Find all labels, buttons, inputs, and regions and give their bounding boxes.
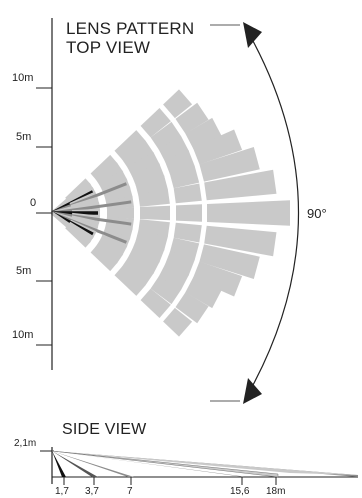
side-distance-3-7: 3,7	[85, 486, 99, 497]
detection-zone-segment	[158, 263, 190, 290]
top-view-rays	[51, 89, 290, 337]
side-distance-15-6: 15,6	[230, 486, 250, 497]
detection-zone-segment	[104, 186, 133, 204]
detection-zone-segment	[204, 225, 277, 257]
angle-arrowhead-bottom	[243, 378, 262, 404]
detection-zone-segment	[150, 121, 182, 150]
detection-zone-segment	[169, 165, 200, 189]
side-distance-7: 7	[127, 486, 133, 497]
detection-zone-segment	[140, 288, 171, 318]
detection-zone-segment	[131, 163, 165, 187]
detection-zone-segment	[121, 257, 154, 285]
side-view-height-label: 2,1m	[14, 438, 37, 449]
detection-zone-segment	[127, 248, 160, 274]
detection-zone-segment	[121, 141, 154, 169]
detection-zone-segment	[98, 170, 128, 192]
detection-zone-segment	[199, 147, 260, 182]
side-view-diagram	[40, 447, 358, 485]
detection-zone-segment	[90, 245, 118, 272]
top-view-title-line1: LENS PATTERN	[66, 19, 195, 38]
detection-zone-segment	[95, 162, 124, 186]
detection-ray-root	[51, 211, 84, 241]
detection-zone-segment	[163, 89, 193, 119]
detection-zone-segment	[175, 102, 209, 134]
side-beam-upper	[52, 451, 358, 475]
detection-zone-segment	[192, 129, 243, 165]
detection-zone-segment	[127, 152, 160, 178]
detection-zone-segment	[140, 108, 171, 138]
detection-zone-segment	[90, 154, 118, 181]
detection-zone-segment	[95, 240, 124, 264]
side-beam-7	[52, 451, 134, 477]
detection-ray-root	[51, 200, 132, 215]
distance-label-10m-top: 10m	[12, 72, 34, 84]
detection-zone-segment	[131, 239, 165, 263]
distance-label-zero: 0	[30, 197, 37, 209]
detection-zone-segment	[135, 230, 168, 251]
detection-zone-segment	[107, 207, 134, 219]
distance-label-5m-bottom: 5m	[16, 265, 32, 277]
side-distance-1-7: 1,7	[55, 486, 69, 497]
detection-zone-segment	[150, 276, 182, 305]
detection-zone-segment	[98, 234, 128, 256]
detection-zone-segment	[104, 222, 133, 240]
detection-zone-segment	[114, 130, 146, 160]
detection-zone-segment	[173, 222, 202, 243]
detection-zone-segment	[140, 205, 170, 221]
detection-zone-segment	[175, 292, 209, 324]
detection-zone-segment	[163, 307, 193, 337]
side-beam-3-7	[52, 451, 98, 477]
detection-zone-segment	[176, 204, 202, 222]
detection-zone-segment	[204, 169, 277, 201]
detection-zone-segment	[114, 266, 146, 296]
detection-zone-segment	[173, 183, 202, 204]
coverage-angle-arc	[210, 22, 299, 404]
detection-ray-root	[51, 211, 132, 226]
side-distance-18m: 18m	[266, 486, 286, 497]
detection-zone-segment	[185, 117, 222, 150]
coverage-angle-label: 90°	[307, 206, 327, 221]
distance-label-5m-top: 5m	[16, 131, 32, 143]
top-view-axis	[36, 18, 53, 370]
angle-arc-line	[246, 29, 299, 397]
detection-zone-segment	[199, 244, 260, 279]
top-view-title-line2: TOP VIEW	[66, 38, 151, 57]
detection-zone-segment	[207, 200, 290, 226]
side-beam-1-7	[52, 451, 66, 477]
detection-zone-segment	[138, 189, 170, 207]
detection-zone-segment	[185, 276, 222, 309]
detection-zone-segment	[192, 261, 243, 297]
angle-arrowhead-top	[243, 22, 262, 48]
detection-zone-segment	[158, 136, 190, 163]
side-beam-18m	[51, 450, 279, 478]
side-beam-15-6	[52, 451, 244, 477]
side-view-title: SIDE VIEW	[62, 421, 147, 438]
detection-zone-segment	[164, 251, 195, 277]
distance-label-10m-bottom: 10m	[12, 329, 34, 341]
